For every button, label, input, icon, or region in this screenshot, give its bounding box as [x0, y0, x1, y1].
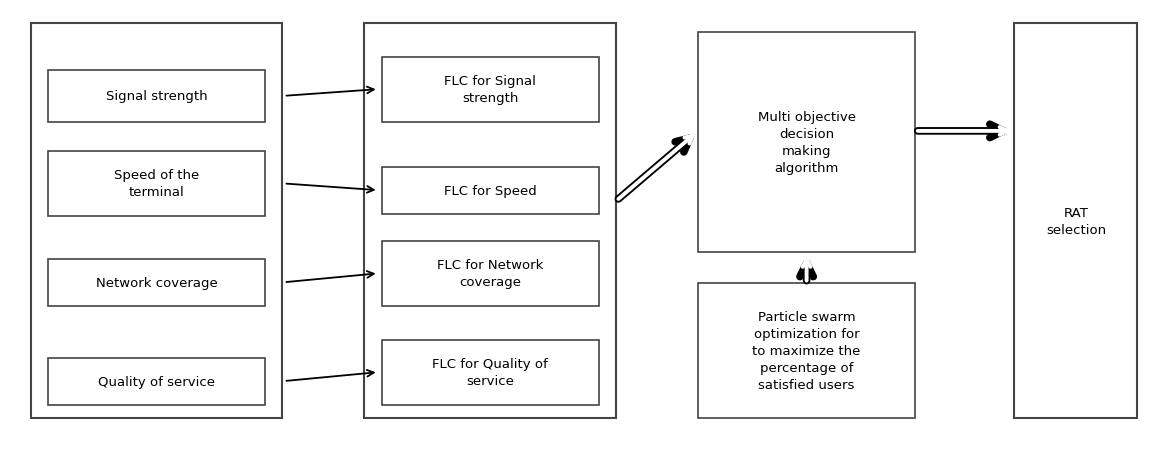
Bar: [699, 33, 915, 253]
Text: Signal strength: Signal strength: [106, 90, 208, 103]
Text: FLC for Speed: FLC for Speed: [444, 184, 537, 197]
Text: FLC for Network
coverage: FLC for Network coverage: [437, 259, 544, 289]
Bar: [48, 358, 265, 405]
Bar: [699, 284, 915, 418]
Bar: [48, 259, 265, 306]
Bar: [48, 152, 265, 216]
Bar: [31, 24, 283, 418]
Bar: [382, 57, 599, 122]
Text: FLC for Quality of
service: FLC for Quality of service: [432, 357, 548, 387]
Bar: [382, 167, 599, 214]
Text: Speed of the
terminal: Speed of the terminal: [114, 169, 200, 199]
Text: Particle swarm
optimization for
to maximize the
percentage of
satisfied users: Particle swarm optimization for to maxim…: [753, 311, 861, 391]
Bar: [382, 241, 599, 306]
Text: Multi objective
decision
making
algorithm: Multi objective decision making algorith…: [757, 110, 856, 175]
Text: Quality of service: Quality of service: [99, 375, 215, 388]
Text: Network coverage: Network coverage: [96, 276, 217, 289]
Bar: [48, 71, 265, 122]
Bar: [1014, 24, 1138, 418]
Bar: [364, 24, 616, 418]
Text: RAT
selection: RAT selection: [1046, 206, 1106, 236]
Bar: [382, 340, 599, 405]
Text: FLC for Signal
strength: FLC for Signal strength: [445, 75, 537, 105]
